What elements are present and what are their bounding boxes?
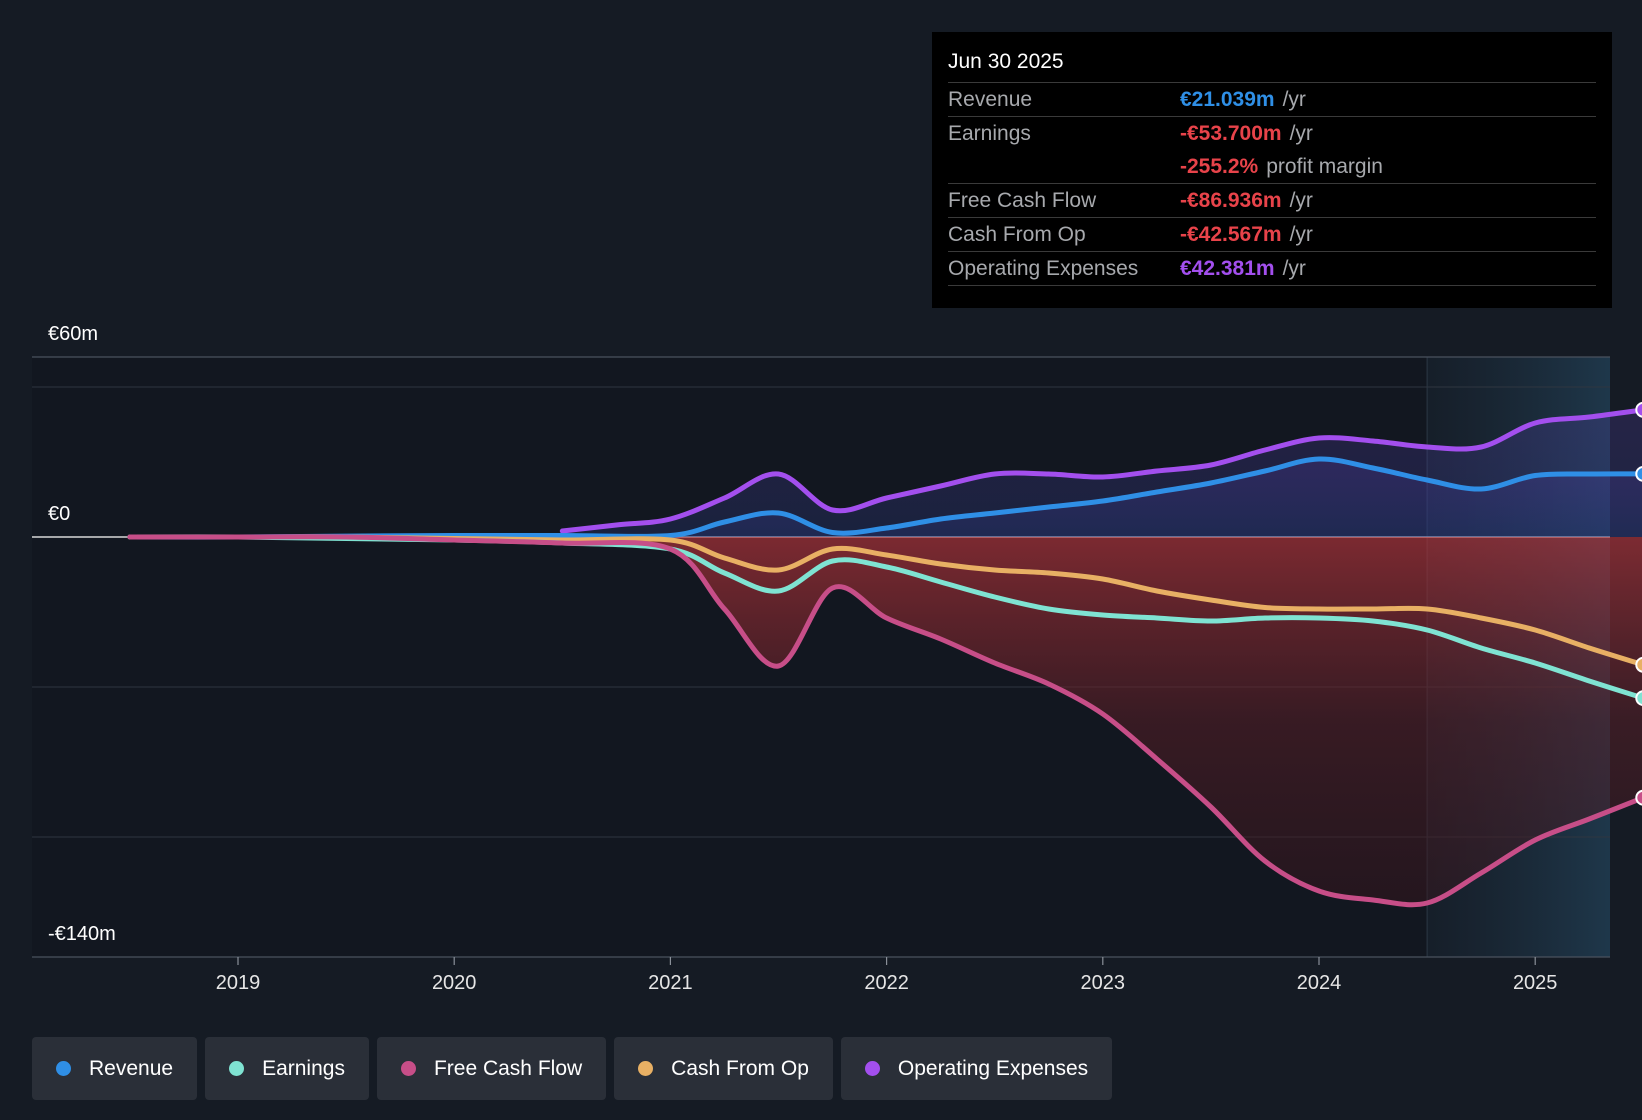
line-operating-expenses <box>559 407 1642 534</box>
line-free-cash-flow <box>127 534 1642 908</box>
legend-label: Revenue <box>89 1056 174 1080</box>
tooltip-value: €21.039m <box>1180 88 1275 111</box>
legend-label: Earnings <box>262 1056 345 1080</box>
legend-label: Operating Expenses <box>897 1056 1089 1080</box>
tooltip-unit: /yr <box>1282 257 1306 280</box>
legend: Revenue Earnings Free Cash Flow Cash Fro… <box>32 1037 1113 1100</box>
legend-item-cash-from-op[interactable]: Cash From Op <box>614 1037 833 1100</box>
legend-item-earnings[interactable]: Earnings <box>205 1037 369 1100</box>
x-tick-label: 2025 <box>1513 972 1558 994</box>
legend-dot-icon <box>56 1061 71 1076</box>
y-label-bottom: -€140m <box>48 923 116 945</box>
end-point-free-cash-flow <box>1635 789 1642 806</box>
x-tick-label: 2022 <box>864 972 909 994</box>
tooltip-date: Jun 30 2025 <box>948 46 1596 83</box>
legend-dot-icon <box>864 1061 880 1076</box>
tooltip-label: Revenue <box>948 88 1033 111</box>
tooltip-unit: /yr <box>1289 189 1313 212</box>
x-tick-label: 2023 <box>1081 972 1126 994</box>
tooltip-row-operating-expenses: Operating Expenses €42.381m /yr <box>948 252 1596 286</box>
tooltip-value: €42.381m <box>1180 257 1275 280</box>
tooltip-label <box>948 150 1180 183</box>
tooltip-label: Operating Expenses <box>948 257 1139 280</box>
y-label-zero: €0 <box>48 503 70 525</box>
tooltip-label: Cash From Op <box>948 223 1086 246</box>
tooltip-unit: /yr <box>1282 88 1306 111</box>
legend-dot-icon <box>229 1061 245 1076</box>
legend-item-operating-expenses[interactable]: Operating Expenses <box>840 1037 1113 1100</box>
legend-dot-icon <box>638 1061 654 1076</box>
area-free-cash-flow <box>129 536 1642 905</box>
tooltip-label: Earnings <box>948 122 1031 145</box>
x-tick-label: 2019 <box>216 972 261 994</box>
end-point-revenue <box>1635 465 1642 482</box>
tooltip-label: Free Cash Flow <box>948 189 1097 212</box>
legend-dot-icon <box>400 1061 416 1076</box>
tooltip-unit: /yr <box>1289 122 1313 145</box>
x-tick-label: 2021 <box>648 972 693 994</box>
x-tick-label: 2024 <box>1297 972 1342 994</box>
end-point-cash-from-op <box>1635 656 1642 673</box>
area-revenue <box>129 458 1642 538</box>
tooltip-value: -€86.936m <box>1180 189 1282 212</box>
tooltip-unit: /yr <box>1289 223 1313 246</box>
tooltip-value: -€53.700m <box>1180 122 1282 145</box>
tooltip-row-free-cash-flow: Free Cash Flow -€86.936m /yr <box>948 184 1596 218</box>
tooltip-unit: profit margin <box>1266 155 1383 178</box>
tooltip-value: -255.2% <box>1180 155 1259 178</box>
tooltip: Jun 30 2025 Revenue €21.039m /yr Earning… <box>932 32 1612 308</box>
line-revenue <box>127 456 1642 540</box>
end-point-earnings <box>1635 690 1642 706</box>
x-tick-label: 2020 <box>432 972 477 994</box>
y-label-top: €60m <box>48 323 98 345</box>
tooltip-row-earnings: Earnings -€53.700m /yr <box>948 117 1596 150</box>
tooltip-row-revenue: Revenue €21.039m /yr <box>948 83 1596 117</box>
legend-item-revenue[interactable]: Revenue <box>32 1037 198 1100</box>
tooltip-row-cash-from-op: Cash From Op -€42.567m /yr <box>948 218 1596 252</box>
end-point-operating-expenses <box>1635 401 1642 418</box>
tooltip-row-profit-margin: -255.2% profit margin <box>948 150 1596 184</box>
legend-label: Cash From Op <box>671 1056 809 1080</box>
legend-item-free-cash-flow[interactable]: Free Cash Flow <box>376 1037 607 1100</box>
tooltip-value: -€42.567m <box>1180 223 1282 246</box>
legend-label: Free Cash Flow <box>433 1056 583 1080</box>
